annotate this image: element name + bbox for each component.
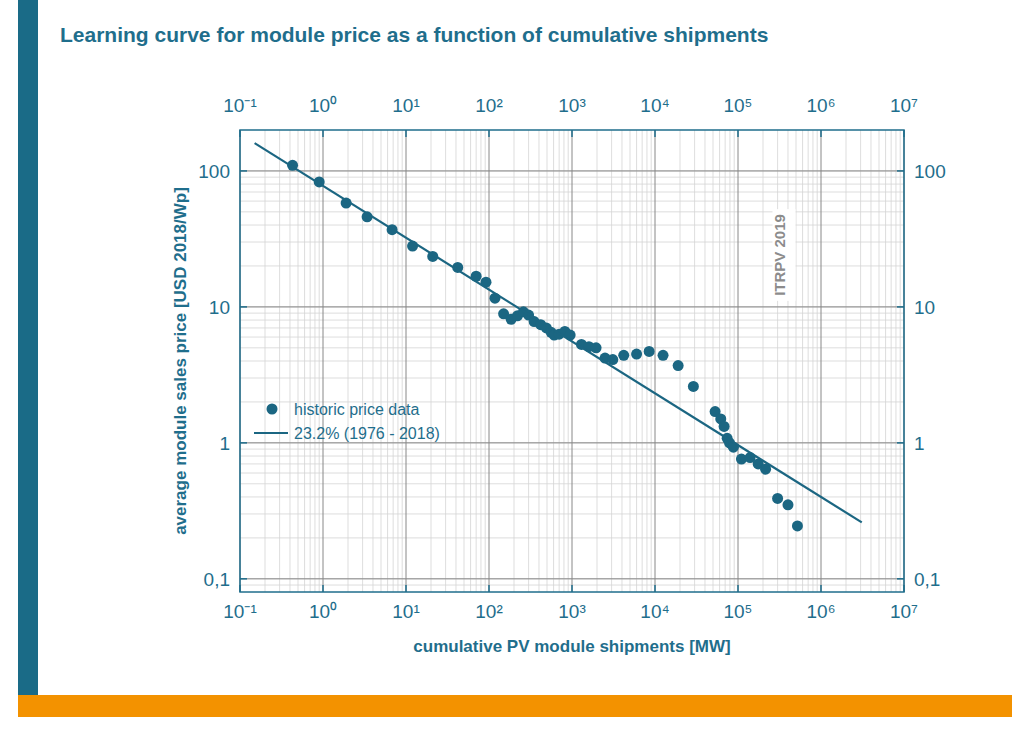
x-tick-label-top: 10⁶: [807, 95, 836, 116]
grid-line: [240, 578, 904, 579]
legend: historic price data 23.2% (1976 - 2018): [254, 401, 440, 442]
data-point: [792, 520, 803, 531]
x-tick-top: [571, 130, 573, 137]
data-point: [673, 360, 684, 371]
grid-line: [240, 170, 904, 171]
x-tick-top: [654, 130, 656, 137]
x-tick-label-top: 10⁴: [640, 95, 669, 116]
y-tick-label: 100: [198, 161, 230, 182]
x-tick-top: [820, 130, 822, 137]
x-tick: [239, 585, 241, 592]
grid-line: [572, 130, 573, 592]
y-tick-right: [897, 442, 904, 444]
x-axis-title: cumulative PV module shipments [MW]: [413, 637, 730, 656]
fit-line: [255, 143, 862, 522]
x-tick-top: [405, 130, 407, 137]
grid-line: [240, 442, 904, 443]
minor-grid-line: [240, 578, 904, 579]
grid-line: [240, 306, 904, 307]
x-tick: [654, 585, 656, 592]
grid-line: [655, 130, 656, 592]
y-axis-title: average module sales price [USD 2018/Wp]: [171, 187, 190, 535]
y-tick-label-right: 100: [914, 161, 946, 182]
data-point: [719, 421, 730, 432]
x-tick-label: 10⁵: [723, 601, 752, 622]
x-tick-top: [488, 130, 490, 137]
x-tick-top: [737, 130, 739, 137]
legend-line: [254, 432, 288, 434]
y-tick-label: 0,1: [204, 569, 230, 590]
x-tick-label: 10⁰: [309, 601, 337, 622]
x-tick-top: [322, 130, 324, 137]
minor-grid-line: [240, 306, 904, 307]
x-tick-label: 10²: [475, 601, 502, 622]
grid-line: [738, 130, 739, 592]
chart-root: Learning curve for module price as a fun…: [0, 0, 1024, 737]
y-tick-right: [897, 578, 904, 580]
data-point: [658, 350, 669, 361]
annotation-text: ITRPV 2019: [771, 214, 788, 296]
y-tick-label: 10: [209, 297, 230, 318]
x-tick-label: 10¹: [392, 601, 419, 622]
x-tick-top: [903, 130, 905, 137]
y-tick: [240, 578, 247, 580]
x-tick: [571, 585, 573, 592]
annotation: ITRPV 2019: [771, 209, 796, 301]
minor-grid-line: [240, 442, 904, 443]
x-tick-top: [239, 130, 241, 137]
x-tick: [737, 585, 739, 592]
side-bar: [18, 0, 38, 697]
title: Learning curve for module price as a fun…: [60, 23, 768, 46]
x-tick: [405, 585, 407, 592]
x-tick-label-top: 10³: [558, 95, 585, 116]
y-tick: [240, 442, 247, 444]
plot-frame: [240, 130, 904, 592]
y-tick-label-right: 1: [914, 433, 925, 454]
y-tick-right: [897, 306, 904, 308]
grid-line: [406, 130, 407, 592]
data-marks: [255, 143, 862, 531]
x-tick-label: 10⁴: [640, 601, 669, 622]
legend-label: historic price data: [294, 401, 419, 418]
x-tick-label: 10⁷: [890, 601, 918, 622]
y-tick: [240, 306, 247, 308]
legend-label: 23.2% (1976 - 2018): [294, 425, 440, 442]
x-tick-label-top: 10⁷: [890, 95, 918, 116]
grid-line: [323, 130, 324, 592]
data-point: [772, 493, 783, 504]
data-point: [631, 349, 642, 360]
minor-grid-line: [240, 170, 904, 171]
data-point: [644, 346, 655, 357]
bottom-bar: [18, 695, 1012, 717]
x-tick-label: 10⁻¹: [223, 601, 256, 622]
data-point: [782, 499, 793, 510]
x-tick-label-top: 10²: [475, 95, 502, 116]
x-tick-label-top: 10¹: [392, 95, 419, 116]
x-tick: [903, 585, 905, 592]
y-tick-label-right: 0,1: [914, 569, 940, 590]
x-tick-label: 10³: [558, 601, 585, 622]
y-tick-label: 1: [219, 433, 230, 454]
grid-line: [489, 130, 490, 592]
data-point: [688, 381, 699, 392]
x-tick-label-top: 10⁻¹: [223, 95, 256, 116]
axes: 10⁻¹10⁻¹10⁰10⁰10¹10¹10²10²10³10³10⁴10⁴10…: [198, 95, 945, 622]
x-tick-label: 10⁶: [807, 601, 836, 622]
x-tick: [322, 585, 324, 592]
x-tick: [820, 585, 822, 592]
legend-marker: [267, 404, 278, 415]
grid: [240, 130, 904, 592]
data-point: [618, 350, 629, 361]
y-tick-label-right: 10: [914, 297, 935, 318]
x-tick-label-top: 10⁵: [723, 95, 752, 116]
y-tick: [240, 170, 247, 172]
x-tick-label-top: 10⁰: [309, 95, 337, 116]
y-tick-right: [897, 170, 904, 172]
grid-line: [821, 130, 822, 592]
data-point: [591, 342, 602, 353]
x-tick: [488, 585, 490, 592]
